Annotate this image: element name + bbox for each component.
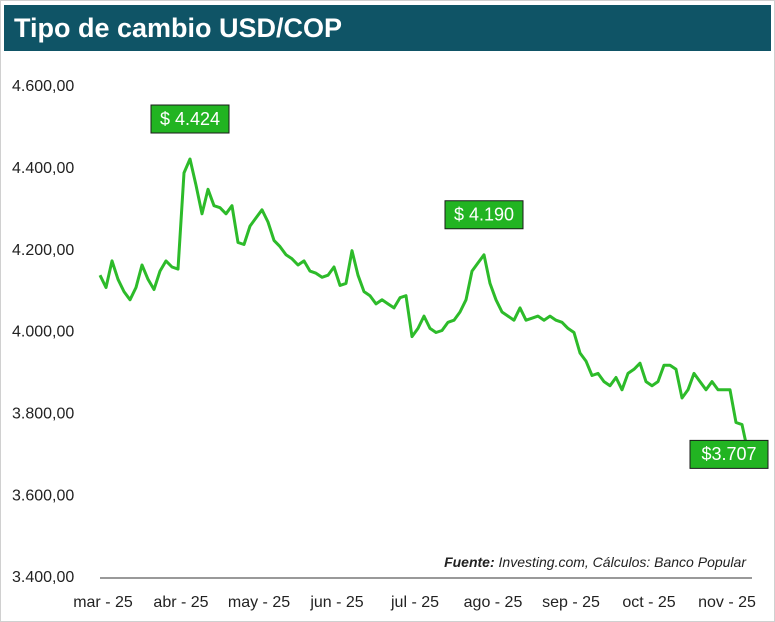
value-label-box xyxy=(444,200,524,230)
title-bar xyxy=(4,5,771,51)
value-label-box xyxy=(150,104,230,134)
value-label-text: $ 4.190 xyxy=(454,205,514,225)
x-tick-label: jun - 25 xyxy=(309,594,363,611)
chart-title: Tipo de cambio USD/COP xyxy=(14,13,342,43)
x-tick-label: may - 25 xyxy=(228,594,290,611)
x-tick-label: nov - 25 xyxy=(698,594,756,611)
source-text: Investing.com, Cálculos: Banco Popular xyxy=(499,554,748,570)
x-tick-label: jul - 25 xyxy=(390,594,439,611)
y-tick-label: 4.200,00 xyxy=(12,242,74,259)
value-label-text: $ 4.424 xyxy=(160,109,220,129)
value-label: $ 4.424 xyxy=(150,104,230,134)
y-tick-label: 4.000,00 xyxy=(12,324,74,341)
x-tick-label: oct - 25 xyxy=(622,594,675,611)
value-label: $3.707 xyxy=(689,439,769,469)
source-label: Fuente: xyxy=(444,554,495,570)
line-series xyxy=(98,157,750,453)
source-note: Fuente: Investing.com, Cálculos: Banco P… xyxy=(444,554,747,570)
x-tick-label: mar - 25 xyxy=(73,594,133,611)
value-label-box xyxy=(689,439,769,469)
value-label-text: $3.707 xyxy=(701,444,756,464)
y-tick-label: 4.600,00 xyxy=(12,78,74,95)
y-tick-label: 3.400,00 xyxy=(12,569,74,586)
y-tick-label: 3.800,00 xyxy=(12,406,74,423)
x-tick-label: sep - 25 xyxy=(542,594,600,611)
y-tick-label: 3.600,00 xyxy=(12,487,74,504)
value-label: $ 4.190 xyxy=(444,200,524,230)
x-tick-label: abr - 25 xyxy=(153,594,208,611)
y-tick-label: 4.400,00 xyxy=(12,160,74,177)
x-tick-label: ago - 25 xyxy=(464,594,523,611)
